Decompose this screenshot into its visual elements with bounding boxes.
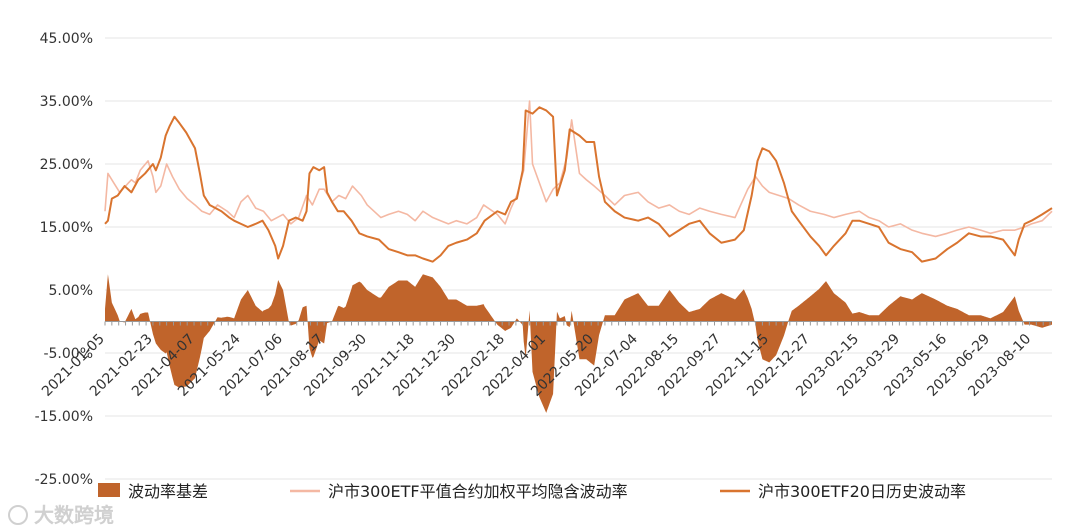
historical-vol-line [104,106,1053,263]
y-axis-ticks: 45.00% 35.00% 25.00% 15.00% 5.00% -5.00% -15.0… [35,31,93,488]
y-tick-label: -25.00% [35,472,93,488]
legend-label-basis: 波动率基差 [128,482,208,501]
watermark: 大数跨境 [8,503,114,527]
watermark-text: 大数跨境 [34,503,114,527]
y-tick-label: 5.00% [49,283,93,299]
legend-swatch-basis [98,483,120,497]
x-axis [104,321,1052,326]
grid-lines [105,37,1052,480]
y-tick-label: 15.00% [40,220,93,236]
legend: 波动率基差 沪市300ETF平值合约加权平均隐含波动率 沪市300ETF20日历… [98,482,966,501]
y-tick-label: 25.00% [40,157,93,173]
basis-area [105,274,1052,413]
implied-vol-line [104,100,1053,238]
line-series [104,100,1053,263]
legend-label-implied-vol: 沪市300ETF平值合约加权平均隐含波动率 [328,482,628,501]
y-tick-label: -15.00% [35,409,93,425]
y-tick-label: -5.00% [43,346,93,362]
basis-area-series [105,274,1052,413]
legend-label-historical-vol: 沪市300ETF20日历史波动率 [758,482,966,501]
y-tick-label: 45.00% [40,31,93,47]
y-tick-label: 35.00% [40,94,93,110]
watermark-logo-icon [8,505,28,525]
